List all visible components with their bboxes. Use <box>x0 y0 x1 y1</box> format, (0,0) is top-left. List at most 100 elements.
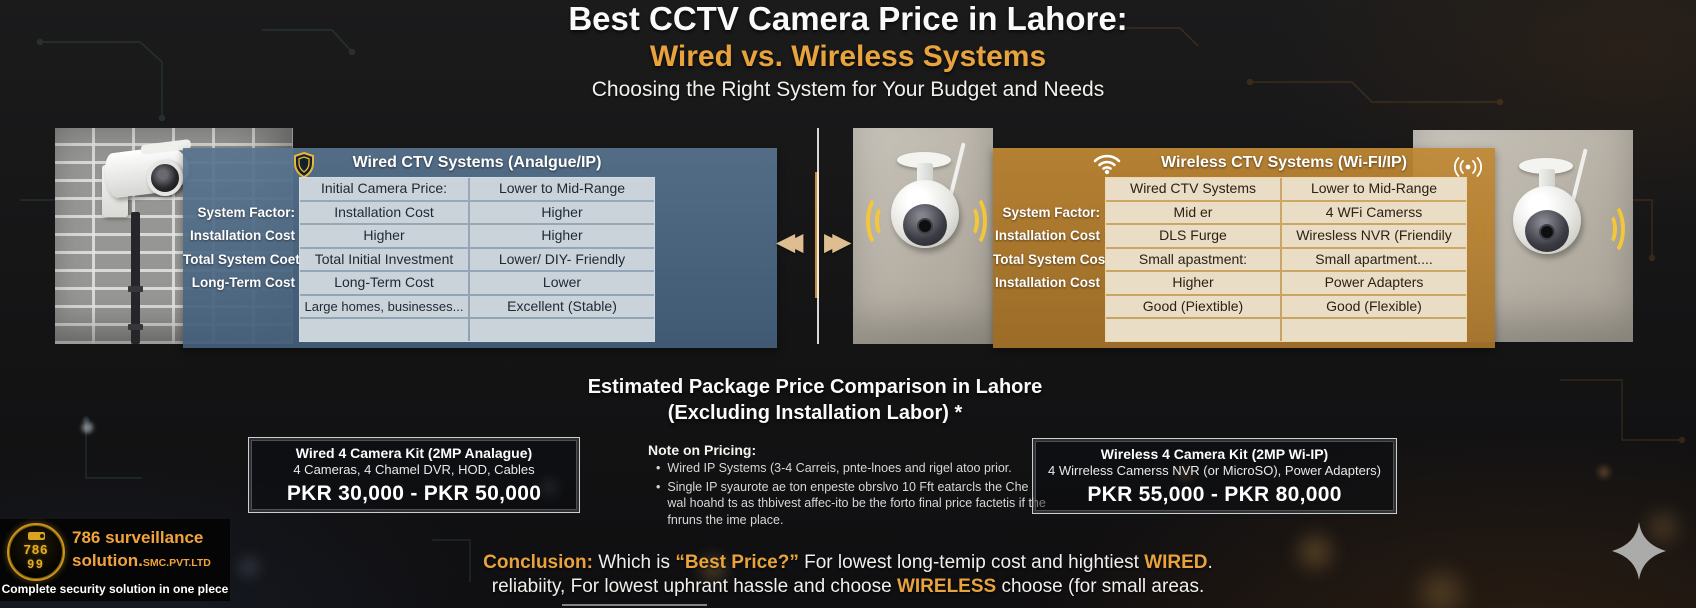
wifi-signal-arc <box>963 205 979 237</box>
wired-comparison-table: Initial Camera Price: Lower to Mid-Range… <box>299 177 655 342</box>
wifi-signal-arc <box>875 205 891 237</box>
table-cell: Mid er <box>1106 201 1280 223</box>
camera-antenna <box>1570 148 1588 204</box>
table-cell: Higher <box>1106 272 1280 294</box>
conclusion-fragment: reliabiity, For lowest uphrant hassle an… <box>491 576 897 597</box>
table-cell: Excellent (Stable) <box>470 295 654 317</box>
table-cell: Lower to Mid-Range <box>1282 178 1466 200</box>
wireless-systems-panel: Wireless CTV Systems (Wi-FI/IP) System F… <box>993 148 1495 348</box>
company-logo-block: 786 99 786 surveillance solution.SMC.PVT… <box>0 519 230 601</box>
pricing-note-text: Wired IP Systems (3-4 Carreis, pnte-lnoe… <box>667 461 1012 475</box>
wireless-kit-price-box: Wireless 4 Camera Kit (2MP Wi-IP) 4 Wirr… <box>1032 438 1397 514</box>
camera-antenna <box>948 142 966 198</box>
price-comparison-heading: Estimated Package Price Comparison in La… <box>465 376 1165 425</box>
divider-line <box>817 128 819 344</box>
table-cell: Wired CTV Systems <box>1106 178 1280 200</box>
table-cell: Long-Term Cost <box>300 272 468 294</box>
emblem-number: 99 <box>27 557 45 571</box>
table-cell: Installation Cost <box>300 201 468 223</box>
camera-lens <box>1539 224 1555 240</box>
page-tagline: Choosing the Right System for Your Budge… <box>591 78 1105 101</box>
conclusion-line1: Conclusion: Which is “Best Price?” For l… <box>348 551 1348 575</box>
page-title: Best CCTV Camera Price in Lahore: <box>568 0 1128 37</box>
wifi-signal-arc <box>1597 202 1625 256</box>
bullet-icon: • <box>656 479 661 494</box>
camera-icon <box>28 532 45 540</box>
table-cell: Power Adapters <box>1282 272 1466 294</box>
bokeh-light <box>1598 466 1610 478</box>
rewind-icon: ◀◀ <box>776 227 804 256</box>
conclusion-fragment: choose (for small areas. <box>996 576 1205 597</box>
wireless-comparison-table: Wired CTV Systems Lower to Mid-Range Mid… <box>1105 177 1467 342</box>
wireless-kit-title: Wireless 4 Camera Kit (2MP Wi-IP) <box>1100 446 1329 462</box>
conclusion-fragment: For lowest long-temip cost and hightiest <box>798 552 1145 573</box>
wired-kit-title: Wired 4 Camera Kit (2MP Analague) <box>295 445 533 461</box>
camera-lens <box>917 218 933 234</box>
pricing-note-text: Single IP syaurote ae ton enpeste obrslv… <box>667 479 1046 527</box>
cable-clamp <box>128 324 143 330</box>
conclusion-text: Conclusion: Which is “Best Price?” For l… <box>348 551 1348 599</box>
title-block: Best CCTV Camera Price in Lahore: Wired … <box>0 0 1696 102</box>
table-cell: Higher <box>470 201 654 223</box>
pricing-note: Note on Pricing: • Wired IP Systems (3-4… <box>648 442 1046 528</box>
wired-keyword: WIRED <box>1144 552 1208 573</box>
bokeh-light <box>238 556 260 578</box>
camera-stem <box>1539 169 1555 189</box>
wired-systems-panel: Wired CTV Systems (Analgue/IP) System Fa… <box>183 148 777 348</box>
dome-camera <box>1501 148 1611 308</box>
company-emblem: 786 99 <box>7 523 65 581</box>
table-cell: Good (Flexible) <box>1282 295 1466 317</box>
best-price-phrase: “Best Price?” <box>675 552 799 573</box>
side-label: Installation Cost <box>994 228 1100 243</box>
camera-mount-plate <box>1519 158 1573 174</box>
page-subtitle: Wired vs. Wireless Systems <box>649 40 1047 73</box>
conclusion-label: Conclusion: <box>483 552 593 573</box>
wired-kit-price: PKR 30,000 - PKR 50,000 <box>286 482 542 505</box>
brand-suffix: SMC.PVT.LTD <box>142 557 211 569</box>
table-cell: Small apastment: <box>1106 248 1280 270</box>
side-label: Total System Cost <box>993 252 1110 267</box>
wireless-panel-title: Wireless CTV Systems (Wi-FI/IP) <box>1161 154 1407 171</box>
wireless-kit-subtitle: 4 Wirreless Camerss NVR (or MicroSO), Po… <box>1047 463 1381 478</box>
table-cell <box>470 319 654 341</box>
brand-line1: 786 surveillance <box>72 528 204 547</box>
conclusion-line2: reliabiity, For lowest uphrant hassle an… <box>348 575 1348 599</box>
sparkle-icon <box>1612 522 1666 580</box>
conclusion-fragment: . <box>1207 552 1213 573</box>
camera-lens-icon <box>40 534 44 538</box>
wireless-camera-photo <box>853 128 993 344</box>
camera-cable <box>131 212 140 344</box>
table-cell: Lower <box>470 272 654 294</box>
table-cell: Good (Piextible) <box>1106 295 1280 317</box>
wifi-signal-arc <box>1601 213 1617 245</box>
table-cell: Higher <box>300 225 468 247</box>
table-cell <box>1282 319 1466 341</box>
brand-name: 786 surveillance solution.SMC.PVT.LTD <box>72 528 211 571</box>
pricing-note-bullet: • Single IP syaurote ae ton enpeste obrs… <box>648 479 1046 529</box>
cable-clamp <box>128 286 143 292</box>
wireless-keyword: WIRELESS <box>896 576 997 597</box>
table-cell <box>300 319 468 341</box>
emblem-number: 786 <box>23 542 49 557</box>
side-label: System Factor: <box>197 205 295 220</box>
table-cell: Higher <box>470 225 654 247</box>
wifi-signal-arc <box>959 194 987 248</box>
side-label: System Factor: <box>1002 205 1100 220</box>
wifi-signal-arc <box>866 194 894 248</box>
side-label: Long-Term Cost <box>191 275 295 290</box>
wired-kit-price-box: Wired 4 Camera Kit (2MP Analague) 4 Came… <box>248 437 580 513</box>
table-cell: Small apartment.... <box>1282 248 1466 270</box>
camera-lens <box>147 160 183 196</box>
wired-kit-subtitle: 4 Cameras, 4 Chamel DVR, HOD, Cables <box>293 462 535 477</box>
wired-panel-title: Wired CTV Systems (Analgue/IP) <box>352 154 602 171</box>
bokeh-light <box>1420 572 1462 608</box>
camera-stem <box>917 163 933 183</box>
brand-tagline: Complete security solution in one plece <box>1 582 229 596</box>
table-cell: Large homes, businesses... <box>300 295 468 317</box>
side-label: Installation Cost <box>189 228 295 243</box>
pricing-note-title: Note on Pricing: <box>648 442 757 458</box>
camera-mount-plate <box>897 152 951 168</box>
price-heading-line1: Estimated Package Price Comparison in La… <box>587 376 1043 398</box>
table-cell <box>1106 319 1280 341</box>
